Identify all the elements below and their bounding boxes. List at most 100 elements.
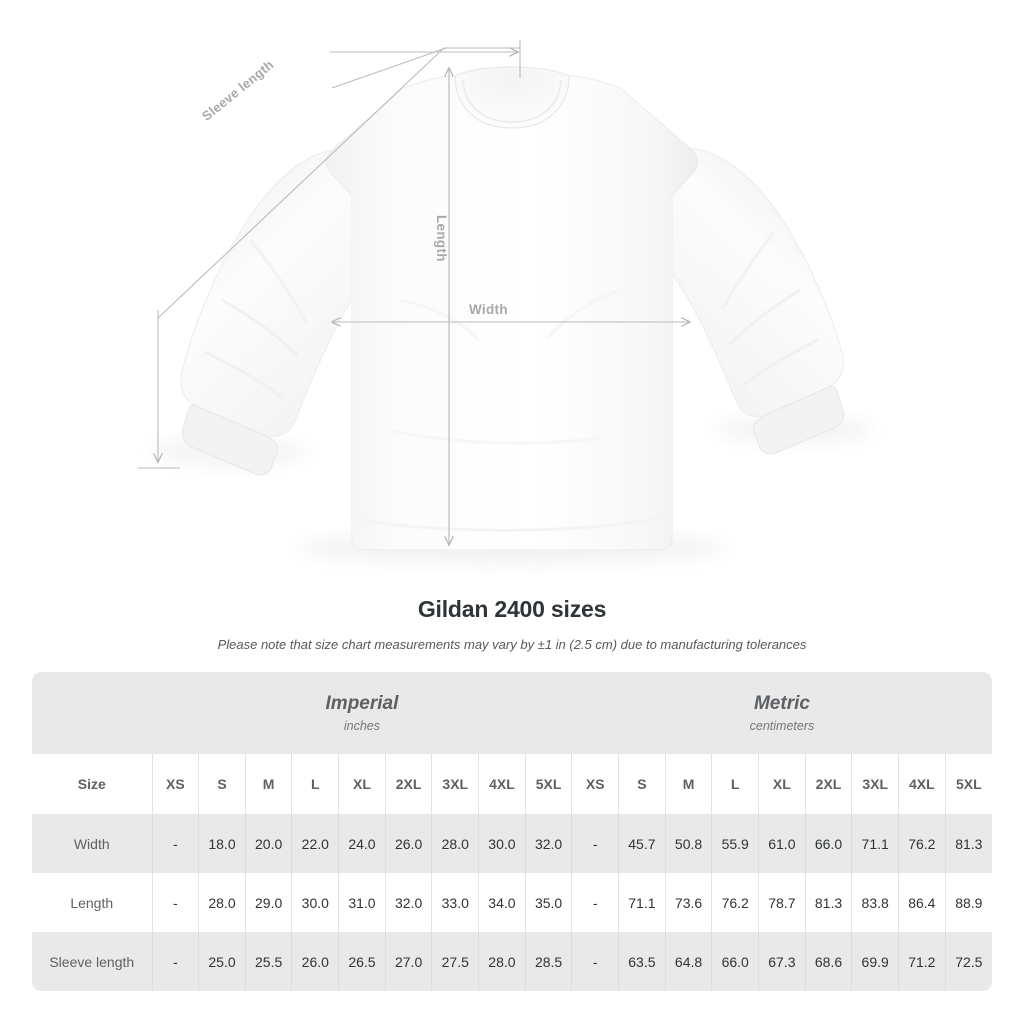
- size-column-header-imperial-m: M: [244, 754, 292, 814]
- measurement-value: 83.8: [851, 873, 899, 932]
- measurement-value: 76.2: [898, 814, 946, 873]
- measurement-value: 71.1: [618, 873, 666, 932]
- measurement-value: 73.6: [664, 873, 712, 932]
- measurement-value: 67.3: [758, 932, 806, 991]
- size-column-header-imperial-xl: XL: [338, 754, 386, 814]
- size-column-header-metric-5xl: 5XL: [944, 754, 992, 814]
- measurement-value: -: [151, 814, 199, 873]
- table-row: Length -28.0 29.0 30.0 31.0 32.0 33.0 34.0 35.0-…: [32, 873, 992, 932]
- measurement-value: -: [571, 814, 619, 873]
- measurement-value: 34.0: [478, 873, 526, 932]
- measurement-value: 72.5: [944, 932, 992, 991]
- measurement-value: 20.0: [244, 814, 292, 873]
- size-column-header-imperial-5xl: 5XL: [524, 754, 572, 814]
- unit-name: inches: [343, 718, 381, 733]
- measurement-value: 32.0: [384, 873, 432, 932]
- measurement-value: 28.0: [431, 814, 479, 873]
- unit-system-name: Metric: [753, 693, 810, 715]
- size-column-header-metric-2xl: 2XL: [804, 754, 852, 814]
- measurement-value: -: [571, 873, 619, 932]
- measurement-value: -: [571, 932, 619, 991]
- measurement-label: Length: [32, 873, 152, 932]
- unit-group-imperial: Imperial inches: [152, 672, 572, 754]
- size-column-header-imperial-s: S: [198, 754, 246, 814]
- measurement-value: 29.0: [244, 873, 292, 932]
- size-label-header: Size: [32, 754, 152, 814]
- size-column-header-metric-xl: XL: [758, 754, 806, 814]
- table-row: Width -18.0 20.0 22.0 24.0 26.0 28.0 30.0 32.0-4…: [32, 814, 992, 873]
- measurement-value: 76.2: [711, 873, 759, 932]
- measurement-value: 26.0: [384, 814, 432, 873]
- measurement-value: 26.0: [291, 932, 339, 991]
- size-column-header-metric-3xl: 3XL: [851, 754, 899, 814]
- table-row: Sleeve length -25.0 25.5 26.0 26.5 27.0 27.5 28…: [32, 932, 992, 991]
- size-column-header-imperial-3xl: 3XL: [431, 754, 479, 814]
- measurement-value: 25.5: [244, 932, 292, 991]
- measurement-value: 27.5: [431, 932, 479, 991]
- measurement-value: 71.1: [851, 814, 899, 873]
- page-title: Gildan 2400 sizes: [417, 596, 607, 622]
- measurement-value: 61.0: [758, 814, 806, 873]
- unit-system-banner-row: Imperial inches Metric centimeters: [32, 672, 992, 754]
- sleeve-length-measure: [138, 40, 521, 469]
- measurement-value: -: [151, 932, 199, 991]
- shirt-body: [325, 74, 699, 551]
- measurement-value: 63.5: [618, 932, 666, 991]
- measurement-value: 22.0: [291, 814, 339, 873]
- measurement-value: 24.0: [338, 814, 386, 873]
- size-column-header-metric-m: M: [664, 754, 712, 814]
- size-column-header-metric-l: L: [711, 754, 759, 814]
- size-column-header-imperial-xs: XS: [151, 754, 199, 814]
- measurement-value: 69.9: [851, 932, 899, 991]
- size-column-header-imperial-4xl: 4XL: [478, 754, 526, 814]
- measurement-value: 86.4: [898, 873, 946, 932]
- size-column-header-metric-s: S: [618, 754, 666, 814]
- size-column-header-metric-4xl: 4XL: [898, 754, 946, 814]
- collar: [454, 66, 570, 129]
- measurement-value: 81.3: [944, 814, 992, 873]
- measurement-label: Width: [32, 814, 152, 873]
- measurement-value: 25.0: [198, 932, 246, 991]
- measurement-value: 45.7: [618, 814, 666, 873]
- measurement-value: 50.8: [664, 814, 712, 873]
- measurement-value: 27.0: [384, 932, 432, 991]
- unit-banner-spacer: [32, 672, 152, 754]
- garment-diagram: Sleeve length Length Width: [138, 40, 875, 564]
- measurement-value: 66.0: [711, 932, 759, 991]
- measurement-label: Sleeve length: [32, 932, 152, 991]
- garment-illustration: [138, 40, 875, 564]
- measurement-value: 28.0: [198, 873, 246, 932]
- size-column-header-imperial-l: L: [291, 754, 339, 814]
- measurement-value: 30.0: [478, 814, 526, 873]
- measurement-value: 88.9: [944, 873, 992, 932]
- measurement-value: 35.0: [524, 873, 572, 932]
- measurement-value: -: [151, 873, 199, 932]
- measurement-value: 81.3: [804, 873, 852, 932]
- size-chart-table-wrapper: Imperial inches Metric centimeters Size …: [32, 672, 992, 991]
- size-header-row: Size XS S M L XL 2XL 3XL 4XL 5XL XS S M L XL 2XL 3XL 4XL…: [32, 754, 992, 814]
- measurement-value: 28.5: [524, 932, 572, 991]
- measurement-value: 30.0: [291, 873, 339, 932]
- measurement-value: 32.0: [524, 814, 572, 873]
- measurement-value: 78.7: [758, 873, 806, 932]
- unit-group-metric: Metric centimeters: [571, 672, 992, 754]
- measurement-value: 18.0: [198, 814, 246, 873]
- length-dimension-label: Length: [434, 215, 449, 262]
- tolerance-note: Please note that size chart measurements…: [217, 637, 807, 652]
- measurement-value: 31.0: [338, 873, 386, 932]
- size-chart-heading: Gildan 2400 sizes Please note that size …: [0, 596, 1024, 652]
- measurement-lines: [138, 40, 690, 545]
- width-dimension-label: Width: [469, 302, 508, 317]
- measurement-value: 33.0: [431, 873, 479, 932]
- measurement-value: 26.5: [338, 932, 386, 991]
- size-column-header-metric-xs: XS: [571, 754, 619, 814]
- measurement-value: 66.0: [804, 814, 852, 873]
- unit-name: centimeters: [749, 718, 815, 733]
- measurement-value: 28.0: [478, 932, 526, 991]
- size-chart-table: Imperial inches Metric centimeters Size …: [32, 672, 992, 991]
- measurement-value: 64.8: [664, 932, 712, 991]
- measurement-value: 55.9: [711, 814, 759, 873]
- measurement-value: 71.2: [898, 932, 946, 991]
- unit-system-name: Imperial: [325, 693, 399, 715]
- measurement-value: 68.6: [804, 932, 852, 991]
